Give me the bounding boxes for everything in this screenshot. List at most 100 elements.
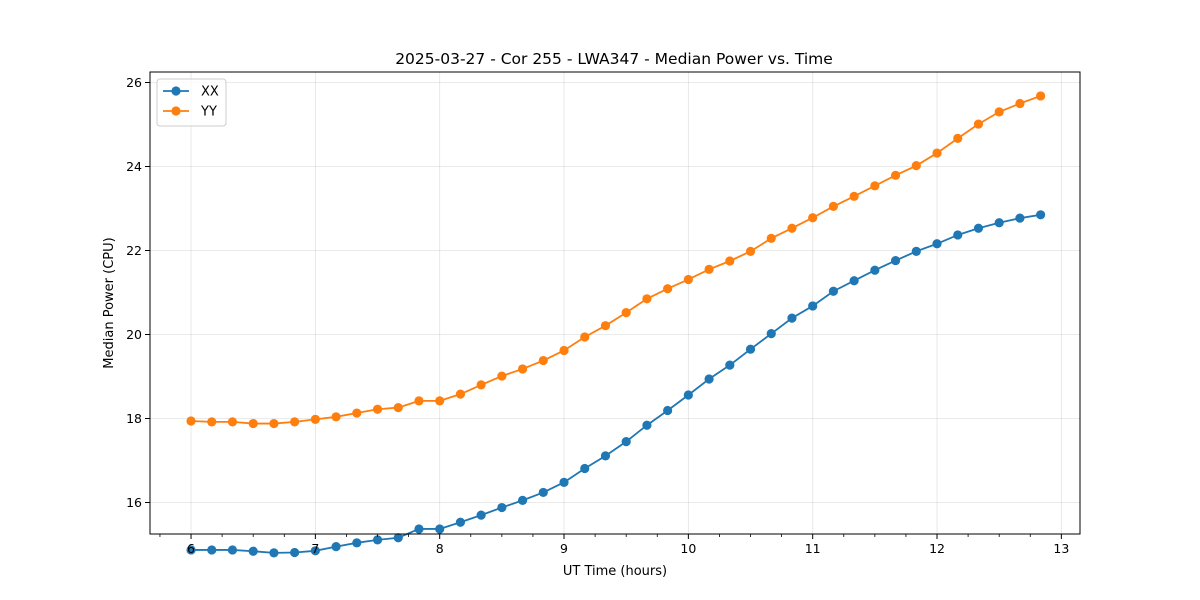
data-point-xx xyxy=(414,524,424,534)
data-point-yy xyxy=(663,284,673,294)
y-tick-label: 18 xyxy=(126,411,142,426)
data-point-xx xyxy=(621,437,631,447)
data-point-yy xyxy=(683,274,693,285)
x-tick-label: 8 xyxy=(436,541,444,556)
data-point-xx xyxy=(704,374,714,384)
data-point-xx xyxy=(227,545,238,555)
data-point-yy xyxy=(808,213,818,223)
data-point-xx xyxy=(517,495,528,505)
legend: XX YY xyxy=(156,78,227,127)
data-point-yy xyxy=(911,161,921,171)
y-tick-label: 20 xyxy=(126,327,142,342)
data-point-yy xyxy=(1015,98,1025,109)
plot-frame xyxy=(149,71,1081,535)
data-point-xx xyxy=(932,239,942,249)
x-tick-label: 6 xyxy=(187,541,195,556)
data-point-xx xyxy=(476,510,486,520)
data-point-xx xyxy=(331,542,341,552)
data-point-xx xyxy=(269,548,279,558)
data-point-xx xyxy=(683,390,693,400)
x-tick-label: 9 xyxy=(560,541,568,556)
legend-item-xx: XX xyxy=(163,85,219,100)
data-point-xx xyxy=(642,420,652,430)
y-tick-label: 16 xyxy=(126,495,142,510)
data-point-xx xyxy=(559,477,569,487)
data-point-yy xyxy=(580,332,590,342)
data-point-xx xyxy=(890,255,901,266)
data-point-xx xyxy=(828,286,839,296)
grid xyxy=(150,72,1080,534)
plot-series xyxy=(186,91,1046,558)
data-point-yy xyxy=(435,396,445,406)
y-tick-label: 22 xyxy=(126,243,142,258)
data-point-xx xyxy=(725,360,735,370)
legend-label: XX xyxy=(201,85,219,100)
data-point-xx xyxy=(393,533,403,543)
data-point-yy xyxy=(973,119,984,129)
data-point-xx xyxy=(870,265,880,275)
data-point-yy xyxy=(186,416,196,426)
data-point-yy xyxy=(600,321,611,331)
data-point-yy xyxy=(621,308,631,318)
data-point-yy xyxy=(290,417,300,427)
data-point-xx xyxy=(600,451,611,461)
data-point-yy xyxy=(642,294,652,304)
data-point-xx xyxy=(994,218,1004,228)
data-point-xx xyxy=(973,223,984,233)
data-point-yy xyxy=(352,408,362,418)
data-point-yy xyxy=(476,380,486,390)
data-point-xx xyxy=(580,463,590,474)
data-point-yy xyxy=(497,371,507,381)
data-point-xx xyxy=(435,524,445,534)
data-point-yy xyxy=(207,417,217,427)
data-point-yy xyxy=(393,402,403,413)
data-point-yy xyxy=(745,246,756,256)
data-point-yy xyxy=(1036,91,1046,101)
data-point-yy xyxy=(953,133,963,143)
data-point-xx xyxy=(186,545,196,555)
data-point-xx xyxy=(911,246,921,256)
x-tick-label: 7 xyxy=(311,541,319,556)
data-point-yy xyxy=(932,148,942,158)
data-point-xx xyxy=(953,230,963,240)
data-point-xx xyxy=(497,502,507,513)
data-point-yy xyxy=(517,364,528,374)
data-point-xx xyxy=(663,405,673,416)
data-point-yy xyxy=(787,223,797,233)
x-tick-label: 12 xyxy=(929,541,945,556)
data-point-yy xyxy=(559,345,569,356)
data-point-xx xyxy=(352,538,362,548)
axis-ticks: 6 7 8 9 10 11 12 13 16 18 20 22 24 26 xyxy=(126,75,1069,556)
legend-label: YY xyxy=(200,105,217,120)
series-yy xyxy=(186,91,1046,429)
data-point-xx xyxy=(787,313,797,323)
data-point-yy xyxy=(248,418,258,429)
data-point-xx xyxy=(766,329,776,339)
data-point-yy xyxy=(372,404,383,414)
y-axis-label: Median Power (CPU) xyxy=(102,237,117,368)
data-point-yy xyxy=(455,389,466,399)
y-tick-label: 24 xyxy=(126,159,142,174)
data-point-yy xyxy=(538,355,548,366)
data-point-xx xyxy=(207,545,217,555)
data-point-xx xyxy=(1036,210,1046,220)
x-tick-label: 11 xyxy=(805,541,821,556)
data-point-yy xyxy=(890,170,901,180)
data-point-xx xyxy=(808,301,818,311)
data-point-xx xyxy=(290,547,300,558)
legend-swatch-marker xyxy=(171,86,181,96)
data-point-yy xyxy=(849,191,859,201)
data-point-yy xyxy=(870,181,880,191)
data-point-yy xyxy=(227,417,238,427)
data-point-xx xyxy=(745,344,756,354)
data-point-yy xyxy=(704,264,714,274)
series-xx xyxy=(186,210,1046,558)
x-axis-label: UT Time (hours) xyxy=(563,564,667,579)
data-point-xx xyxy=(538,487,548,498)
data-point-xx xyxy=(455,517,466,527)
data-point-yy xyxy=(994,107,1004,117)
data-point-yy xyxy=(828,201,839,211)
data-point-xx xyxy=(372,535,383,545)
data-point-yy xyxy=(414,396,424,406)
y-tick-label: 26 xyxy=(126,75,142,90)
